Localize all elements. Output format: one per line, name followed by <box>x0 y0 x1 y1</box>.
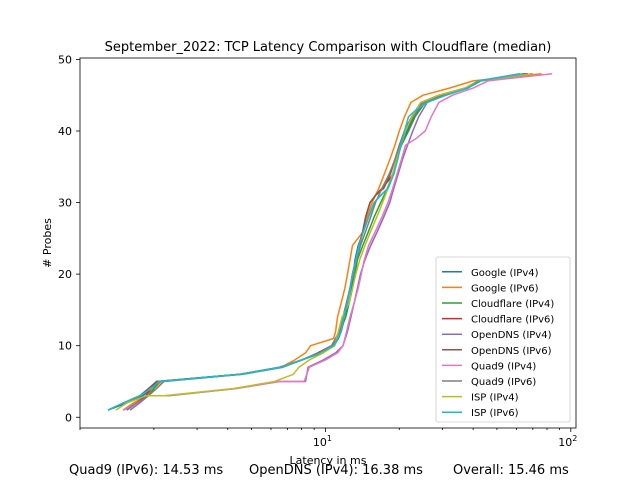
legend-label-0: Google (IPv4) <box>471 268 539 279</box>
series-layer <box>107 72 553 411</box>
legend: Google (IPv4) Google (IPv6) Cloudflare (IP… <box>435 256 571 423</box>
legend-label-4: OpenDNS (IPv4) <box>471 330 552 341</box>
x-tick-label-1: 102 <box>558 434 577 449</box>
chart-title: September_2022: TCP Latency Comparison w… <box>105 40 552 55</box>
legend-box <box>435 256 571 423</box>
legend-label-1: Google (IPv6) <box>471 283 539 294</box>
y-tick-label-3: 30 <box>58 197 72 210</box>
series-line-6 <box>122 72 553 411</box>
series-line-8 <box>115 72 533 411</box>
series-line-9 <box>107 72 524 411</box>
y-tick-label-0: 0 <box>65 411 72 424</box>
legend-label-2: Cloudflare (IPv4) <box>471 299 554 310</box>
legend-label-6: Quad9 (IPv4) <box>471 361 536 372</box>
y-axis: 0 10 20 30 40 50 <box>58 53 80 424</box>
quad9-ipv6-median-text: Quad9 (IPv6): 14.53 ms <box>69 463 224 478</box>
summary-footer: Quad9 (IPv6): 14.53 ms OpenDNS (IPv4): 1… <box>0 463 640 483</box>
opendns-ipv4-median-text: OpenDNS (IPv4): 16.38 ms <box>249 463 423 478</box>
y-tick-label-2: 20 <box>58 268 72 281</box>
x-tick-label-0: 101 <box>313 434 332 449</box>
legend-label-7: Quad9 (IPv6) <box>471 377 536 388</box>
legend-label-5: OpenDNS (IPv6) <box>471 346 552 357</box>
x-axis: 101 102 <box>79 428 577 449</box>
y-tick-label-4: 40 <box>58 125 72 138</box>
overall-median-text: Overall: 15.46 ms <box>453 463 569 478</box>
y-tick-label-1: 10 <box>58 340 72 353</box>
legend-label-8: ISP (IPv4) <box>471 393 519 404</box>
legend-label-3: Cloudflare (IPv6) <box>471 315 554 326</box>
x-axis-label: Latency in ms <box>290 454 367 467</box>
y-axis-label: # Probes <box>41 218 54 268</box>
y-tick-label-5: 50 <box>58 53 72 66</box>
legend-label-9: ISP (IPv6) <box>471 408 519 419</box>
plot-area-frame <box>79 57 577 429</box>
